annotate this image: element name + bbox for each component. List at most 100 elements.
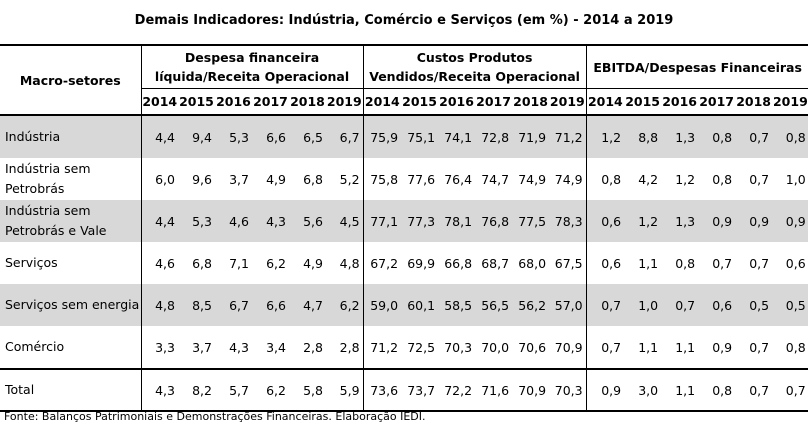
- table-row: Total 4,3 8,2 5,7 6,2 5,8 5,9 73,6 73,7 72,2 71,6 7…: [0, 368, 808, 412]
- value-cell: 4,4: [140, 115, 178, 158]
- table-row: Serviços 4,6 6,8 7,1 6,2 4,9 4,8 67,2 69,9 66,8 68…: [0, 242, 808, 284]
- row-label: Serviços: [5, 255, 58, 270]
- row-label: Comércio: [5, 339, 65, 354]
- value-cell: 3,4: [266, 339, 286, 355]
- value-cell: 74,7: [481, 171, 510, 187]
- value-cell: 5,3: [215, 115, 252, 158]
- year-header-2016: 2016: [661, 88, 699, 116]
- row-label: Indústria sem Petrobrás e Vale: [0, 200, 141, 242]
- value-cell: 78,3: [549, 200, 587, 242]
- value-cell: 0,7: [735, 368, 773, 412]
- value-cell: 1,1: [675, 339, 696, 355]
- value-cell: 1,3: [661, 200, 699, 242]
- value-cell: 0,7: [772, 368, 808, 412]
- value-cell: 7,1: [229, 255, 249, 271]
- value-cell: 71,2: [362, 326, 402, 369]
- year-header-2018: 2018: [289, 88, 326, 116]
- value-cell: 2,8: [303, 339, 323, 355]
- year-header-2017: 2017: [252, 88, 289, 116]
- year-header-2014: 2014: [585, 88, 625, 116]
- value-cell: 56,2: [512, 284, 550, 326]
- value-cell: 67,5: [554, 255, 583, 271]
- value-cell: 6,6: [252, 284, 289, 326]
- value-cell: 71,2: [549, 115, 587, 158]
- value-cell: 6,5: [289, 115, 326, 158]
- value-cell: 0,7: [712, 255, 733, 271]
- value-cell: 1,0: [772, 158, 808, 200]
- value-cell: 6,2: [252, 368, 289, 412]
- table-row: Serviços sem energia 4,8 8,5 6,7 6,6 4,7 6,2 59…: [0, 284, 808, 326]
- value-cell: 1,3: [661, 115, 699, 158]
- value-cell: 4,6: [140, 242, 178, 284]
- header-macro-setores: Macro-setores: [0, 44, 141, 116]
- value-cell: 0,7: [749, 255, 770, 271]
- table-row: Indústria sem Petrobrás e Vale 4,4 5,3 4,6 4…: [0, 200, 808, 242]
- value-cell: 4,3: [229, 339, 249, 355]
- value-cell: 70,9: [512, 368, 550, 412]
- value-cell: 4,6: [215, 200, 252, 242]
- value-cell: 56,5: [475, 284, 513, 326]
- value-cell: 1,1: [638, 339, 659, 355]
- value-cell: 4,8: [140, 284, 178, 326]
- value-cell: 75,1: [401, 115, 439, 158]
- value-cell: 0,5: [772, 284, 808, 326]
- year-header-2019: 2019: [326, 88, 364, 116]
- value-cell: 0,7: [585, 284, 625, 326]
- value-cell: 6,8: [192, 255, 212, 271]
- value-cell: 3,7: [192, 339, 212, 355]
- value-cell: 1,2: [675, 171, 696, 187]
- header-group-custos-produtos: Custos Produtos Vendidos/Receita Operaci…: [362, 44, 587, 89]
- value-cell: 4,8: [339, 255, 360, 271]
- value-cell: 4,4: [140, 200, 178, 242]
- value-cell: 72,8: [475, 115, 513, 158]
- value-cell: 67,2: [362, 242, 402, 284]
- value-cell: 2,8: [339, 339, 360, 355]
- value-cell: 78,1: [438, 200, 476, 242]
- value-cell: 3,3: [140, 326, 178, 369]
- value-cell: 76,4: [444, 171, 473, 187]
- value-cell: 3,0: [624, 368, 662, 412]
- header-group-despesa-financeira: Despesa financeira líquida/Receita Opera…: [140, 44, 364, 89]
- value-cell: 73,7: [401, 368, 439, 412]
- value-cell: 68,7: [481, 255, 510, 271]
- value-cell: 0,9: [698, 200, 736, 242]
- value-cell: 5,9: [326, 368, 364, 412]
- table-title: Demais Indicadores: Indústria, Comércio …: [134, 13, 674, 28]
- year-header-2015: 2015: [401, 88, 439, 116]
- table-row: Indústria sem Petrobrás 6,0 9,6 3,7 4,9 6,8 5,…: [0, 158, 808, 200]
- value-cell: 0,8: [772, 115, 808, 158]
- value-cell: 6,7: [215, 284, 252, 326]
- value-cell: 0,7: [585, 326, 625, 369]
- value-cell: 68,0: [518, 255, 547, 271]
- value-cell: 77,6: [407, 171, 436, 187]
- year-header-2017: 2017: [698, 88, 736, 116]
- year-header-2015: 2015: [178, 88, 215, 116]
- value-cell: 4,3: [140, 368, 178, 412]
- value-cell: 3,7: [229, 171, 249, 187]
- value-cell: 4,9: [266, 171, 286, 187]
- value-cell: 4,7: [289, 284, 326, 326]
- value-cell: 0,7: [735, 115, 773, 158]
- value-cell: 0,9: [712, 339, 733, 355]
- value-cell: 0,8: [675, 255, 696, 271]
- value-cell: 1,2: [585, 115, 625, 158]
- value-cell: 5,6: [289, 200, 326, 242]
- value-cell: 4,3: [252, 200, 289, 242]
- value-cell: 0,8: [772, 326, 808, 369]
- value-cell: 57,0: [549, 284, 587, 326]
- value-cell: 71,9: [512, 115, 550, 158]
- table-row: Comércio 3,3 3,7 4,3 3,4 2,8 2,8 71,2 72,5 70,3 70…: [0, 326, 808, 369]
- value-cell: 0,6: [585, 242, 625, 284]
- value-cell: 6,0: [140, 158, 178, 200]
- value-cell: 6,6: [252, 115, 289, 158]
- year-header-2015: 2015: [624, 88, 662, 116]
- value-cell: 4,2: [638, 171, 659, 187]
- header-group-ebitda: EBITDA/Despesas Financeiras: [585, 44, 808, 89]
- value-cell: 0,6: [772, 242, 808, 284]
- row-label: Indústria sem Petrobrás: [5, 161, 91, 196]
- value-cell: 75,9: [362, 115, 402, 158]
- value-cell: 58,5: [438, 284, 476, 326]
- value-cell: 1,2: [624, 200, 662, 242]
- source-note: Fonte: Balanços Patrimoniais e Demonstra…: [4, 410, 426, 423]
- value-cell: 5,7: [215, 368, 252, 412]
